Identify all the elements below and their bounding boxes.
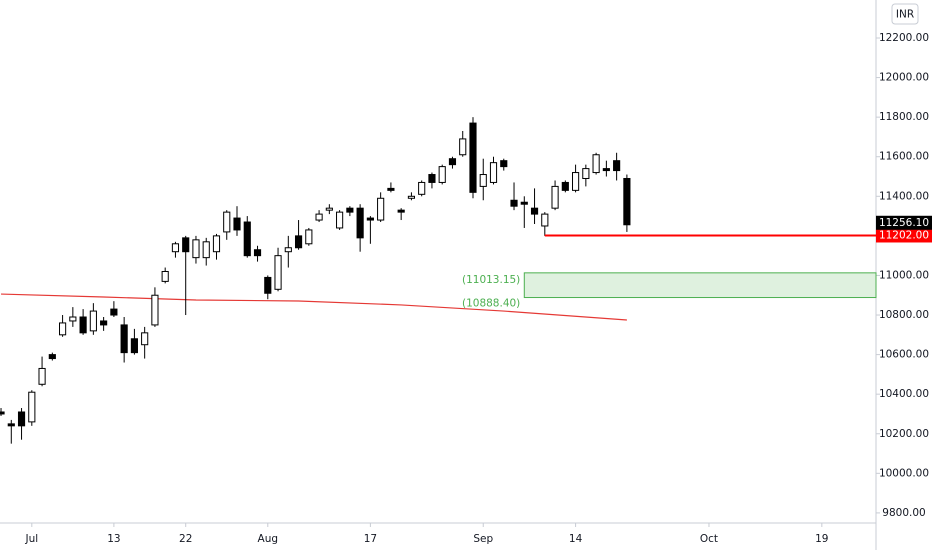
candle-body xyxy=(407,195,416,199)
candle-body xyxy=(59,322,67,336)
x-tick-label: 22 xyxy=(179,533,192,545)
candle-body xyxy=(141,332,149,346)
zone-top-label: (11013.15) xyxy=(462,274,520,286)
candle-body xyxy=(346,207,354,213)
candle-body xyxy=(459,138,467,156)
support-price-label: 11202.00 xyxy=(879,229,929,241)
candle-body xyxy=(469,122,477,193)
candle-body xyxy=(28,391,36,423)
y-tick-label: 11400.00 xyxy=(879,190,929,202)
candle-body xyxy=(510,199,518,207)
last-price-box xyxy=(876,215,932,230)
candle-body xyxy=(305,229,313,245)
x-tick-label: Jul xyxy=(24,533,38,545)
candle-body xyxy=(243,221,251,257)
candle-body xyxy=(192,239,200,259)
zone-bottom-label: (10888.40) xyxy=(462,298,520,310)
y-tick-label: 11000.00 xyxy=(879,269,929,281)
y-tick-label: 10400.00 xyxy=(879,388,929,400)
candle-body xyxy=(336,211,344,229)
x-tick-label: 19 xyxy=(815,533,828,545)
support-price-box xyxy=(876,228,932,243)
candle-body xyxy=(79,316,87,334)
candle-body xyxy=(284,247,292,253)
candle-body xyxy=(315,213,323,221)
candle-body xyxy=(561,181,569,191)
candle-body xyxy=(366,217,374,221)
candle-body xyxy=(623,177,631,226)
y-tick-label: 10200.00 xyxy=(879,428,929,440)
candle-body xyxy=(592,154,600,174)
candle-body xyxy=(613,160,621,172)
candle-body xyxy=(356,207,364,239)
candle-body xyxy=(479,174,487,187)
candle-body xyxy=(69,316,77,322)
candle-body xyxy=(233,217,241,231)
y-tick-label: 12000.00 xyxy=(879,72,929,84)
y-tick-label: 12200.00 xyxy=(879,32,929,44)
candle-body xyxy=(572,172,580,191)
y-tick-label: 10600.00 xyxy=(879,349,929,361)
y-tick-label: 11800.00 xyxy=(879,111,929,123)
candle-body xyxy=(89,310,97,332)
candle-body xyxy=(7,423,15,427)
y-tick-label: 9800.00 xyxy=(882,507,925,519)
y-tick-label: 10000.00 xyxy=(879,467,929,479)
candle-body xyxy=(253,249,262,257)
candle-body xyxy=(100,320,108,326)
candle-body xyxy=(520,201,528,205)
candle-body xyxy=(551,185,559,209)
candle-body xyxy=(377,197,385,221)
candle-body xyxy=(264,276,272,294)
candle-body xyxy=(602,168,610,172)
candle-body xyxy=(161,270,169,282)
candle-body xyxy=(397,209,405,213)
candle-body xyxy=(428,174,436,183)
candle-body xyxy=(202,241,210,259)
candle-body xyxy=(530,207,539,215)
candle-body xyxy=(171,243,180,253)
zone xyxy=(523,272,877,299)
candle-body xyxy=(0,411,5,415)
candle-body xyxy=(110,308,118,316)
candle-body xyxy=(541,213,549,227)
candle-body xyxy=(212,235,221,253)
candle-body xyxy=(500,160,508,168)
x-tick-label: Oct xyxy=(700,533,718,545)
candle-body xyxy=(274,255,282,290)
candle-body xyxy=(448,158,457,166)
currency-button[interactable] xyxy=(891,3,919,25)
candle-body xyxy=(418,181,426,195)
candle-body xyxy=(438,166,446,183)
moving-average xyxy=(1,293,627,321)
candle-body xyxy=(182,237,190,253)
candle-body xyxy=(151,294,159,326)
last-price-label: 11256.10 xyxy=(879,217,929,229)
candle-body xyxy=(582,168,590,179)
x-tick-label: Aug xyxy=(258,533,279,545)
candle-body xyxy=(223,211,231,233)
x-tick-label: Sep xyxy=(473,533,493,545)
y-tick-label: 10800.00 xyxy=(879,309,929,321)
x-tick-label: 17 xyxy=(364,533,377,545)
candle-body xyxy=(387,187,395,191)
candle-body xyxy=(48,354,56,360)
candle-body xyxy=(130,338,138,354)
candle-body xyxy=(38,367,46,385)
candle-body xyxy=(325,207,333,211)
y-tick-label: 11600.00 xyxy=(879,151,929,163)
candle-body xyxy=(489,162,498,183)
candle-body xyxy=(120,324,128,354)
currency-label: INR xyxy=(896,9,914,21)
candle-body xyxy=(17,411,26,427)
x-tick-label: 13 xyxy=(107,533,120,545)
x-tick-label: 14 xyxy=(569,533,583,545)
candle-body xyxy=(294,235,303,249)
